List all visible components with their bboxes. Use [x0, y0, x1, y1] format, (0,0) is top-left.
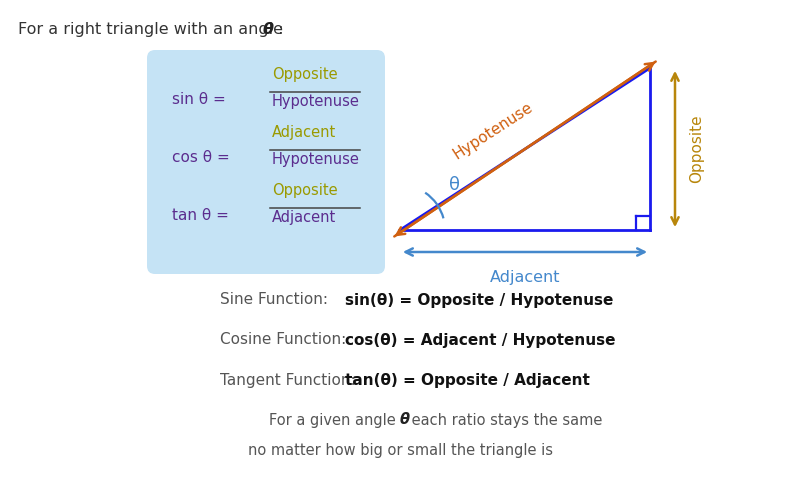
Text: tan(θ) = Opposite / Adjacent: tan(θ) = Opposite / Adjacent: [345, 373, 590, 388]
Text: each ratio stays the same: each ratio stays the same: [407, 412, 602, 427]
Text: Tangent Function:: Tangent Function:: [220, 373, 356, 388]
Text: θ: θ: [450, 176, 461, 194]
Text: θ: θ: [400, 412, 410, 427]
Text: cos θ =: cos θ =: [172, 151, 230, 166]
Text: Cosine Function:: Cosine Function:: [220, 333, 346, 348]
FancyBboxPatch shape: [147, 50, 385, 274]
Text: cos(θ) = Adjacent / Hypotenuse: cos(θ) = Adjacent / Hypotenuse: [345, 333, 615, 348]
Text: Opposite: Opposite: [272, 67, 338, 82]
Text: :: :: [273, 22, 283, 37]
Text: sin θ =: sin θ =: [172, 92, 226, 107]
Text: Opposite: Opposite: [272, 183, 338, 198]
Text: Sine Function:: Sine Function:: [220, 292, 328, 307]
Text: θ: θ: [263, 22, 274, 37]
Text: tan θ =: tan θ =: [172, 208, 229, 223]
Text: sin(θ) = Opposite / Hypotenuse: sin(θ) = Opposite / Hypotenuse: [345, 292, 614, 307]
Text: For a right triangle with an angle: For a right triangle with an angle: [18, 22, 288, 37]
Text: Adjacent: Adjacent: [272, 125, 336, 140]
Text: Adjacent: Adjacent: [490, 270, 560, 285]
Text: Hypotenuse: Hypotenuse: [450, 99, 535, 162]
Text: Adjacent: Adjacent: [272, 210, 336, 225]
Text: For a given angle: For a given angle: [269, 412, 400, 427]
Text: no matter how big or small the triangle is: no matter how big or small the triangle …: [247, 442, 553, 457]
Text: Hypotenuse: Hypotenuse: [272, 152, 360, 167]
Text: Opposite: Opposite: [690, 115, 705, 183]
Text: Hypotenuse: Hypotenuse: [272, 94, 360, 109]
